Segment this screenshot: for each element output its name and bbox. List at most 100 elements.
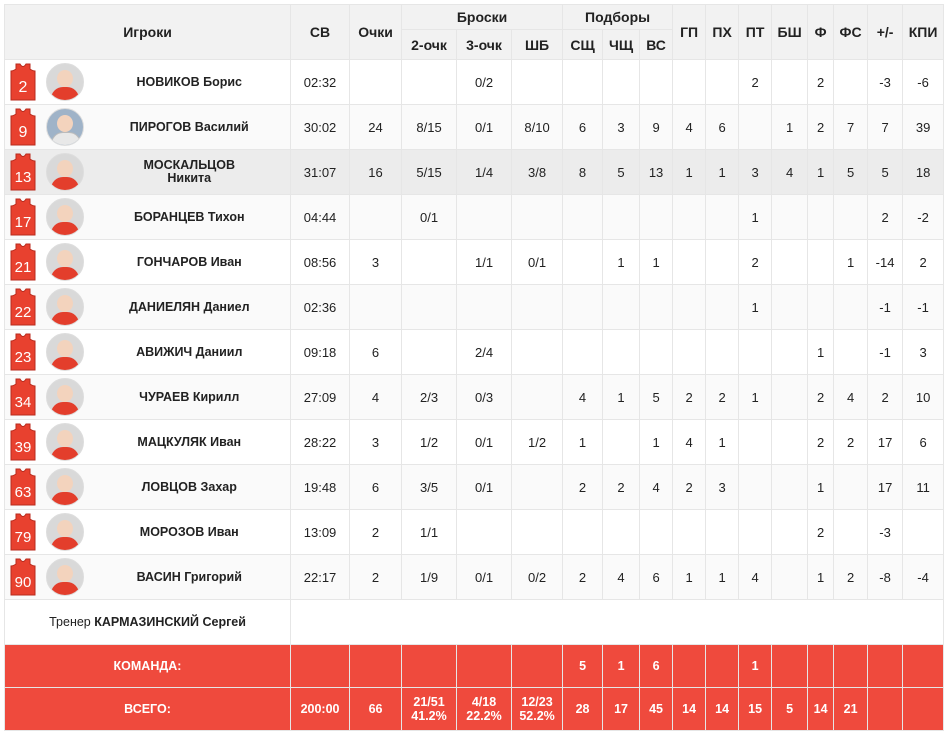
header-turnovers[interactable]: ПТ bbox=[738, 4, 773, 60]
stat-dr: 2 bbox=[562, 554, 604, 600]
player-name[interactable]: ЛОВЦОВ Захар bbox=[88, 464, 292, 510]
player-name[interactable]: ВАСИН Григорий bbox=[88, 554, 292, 600]
header-efficiency[interactable]: КПИ bbox=[902, 4, 945, 60]
stat-pts bbox=[349, 59, 403, 105]
stat-or bbox=[602, 284, 641, 330]
player-photo[interactable] bbox=[45, 378, 84, 416]
stat-blk bbox=[771, 554, 809, 600]
stat-two: 2/3 bbox=[401, 374, 458, 420]
stat-or bbox=[602, 194, 641, 240]
player-photo[interactable] bbox=[45, 333, 84, 371]
header-minutes[interactable]: СВ bbox=[290, 4, 351, 60]
header-blocks[interactable]: БШ bbox=[771, 4, 809, 60]
player-name[interactable]: ПИРОГОВ Василий bbox=[88, 104, 292, 150]
player-name[interactable]: НОВИКОВ Борис bbox=[88, 59, 292, 105]
header-plus-minus[interactable]: +/- bbox=[867, 4, 904, 60]
header-fouls[interactable]: Ф bbox=[807, 4, 835, 60]
player-photo[interactable] bbox=[45, 513, 84, 551]
stat-or bbox=[602, 419, 641, 465]
stat-fd: 2 bbox=[833, 554, 869, 600]
stat-eff: 10 bbox=[902, 374, 945, 420]
header-players[interactable]: Игроки bbox=[3, 4, 292, 60]
jersey-icon: 90 bbox=[10, 558, 36, 596]
header-fouls-drawn[interactable]: ФС bbox=[833, 4, 869, 60]
stat-pm: 2 bbox=[867, 374, 904, 420]
player-photo[interactable] bbox=[45, 468, 84, 506]
stat-or bbox=[602, 509, 641, 555]
stat-ft: 3/8 bbox=[511, 149, 564, 195]
coach-name[interactable]: КАРМАЗИНСКИЙ Сергей bbox=[94, 615, 246, 629]
stat-ft: 8/10 bbox=[511, 104, 564, 150]
stat-ast bbox=[672, 329, 707, 375]
stat-to: 2 bbox=[738, 59, 773, 105]
header-off-reb[interactable]: ЧЩ bbox=[602, 29, 641, 60]
stat-ft bbox=[511, 329, 564, 375]
stat-stl bbox=[705, 59, 740, 105]
stat-pf: 2 bbox=[807, 104, 835, 150]
player-photo[interactable] bbox=[45, 243, 84, 281]
player-name[interactable]: АВИЖИЧ Даниил bbox=[88, 329, 292, 375]
player-photo[interactable] bbox=[45, 423, 84, 461]
header-ft[interactable]: ШБ bbox=[511, 29, 564, 60]
stat-tr: 9 bbox=[639, 104, 674, 150]
stat-min: 08:56 bbox=[290, 239, 351, 285]
header-three-pt[interactable]: 3-очк bbox=[456, 29, 513, 60]
stat-or: 1 bbox=[602, 239, 641, 285]
stat-min: 13:09 bbox=[290, 509, 351, 555]
player-name[interactable]: МОРОЗОВ Иван bbox=[88, 509, 292, 555]
stat-ast: 2 bbox=[672, 374, 707, 420]
player-photo[interactable] bbox=[45, 288, 84, 326]
stat-pm: 17 bbox=[867, 464, 904, 510]
jersey-number: 13 bbox=[14, 169, 31, 186]
team-to: 1 bbox=[738, 644, 773, 688]
jersey-number: 2 bbox=[18, 79, 27, 96]
jersey-icon: 23 bbox=[10, 333, 36, 371]
team-eff bbox=[902, 644, 945, 688]
stat-two bbox=[401, 59, 458, 105]
jersey-icon: 22 bbox=[10, 288, 36, 326]
header-two-pt[interactable]: 2-очк bbox=[401, 29, 458, 60]
header-steals[interactable]: ПХ bbox=[705, 4, 740, 60]
stat-fd bbox=[833, 464, 869, 510]
stat-pts: 24 bbox=[349, 104, 403, 150]
stat-pts: 3 bbox=[349, 239, 403, 285]
stat-pf: 2 bbox=[807, 374, 835, 420]
header-points[interactable]: Очки bbox=[349, 4, 403, 60]
stat-pm: 17 bbox=[867, 419, 904, 465]
player-photo[interactable] bbox=[45, 558, 84, 596]
player-name[interactable]: ГОНЧАРОВ Иван bbox=[88, 239, 292, 285]
jersey-icon: 9 bbox=[10, 108, 36, 146]
header-total-reb[interactable]: ВС bbox=[639, 29, 674, 60]
stat-ast bbox=[672, 284, 707, 330]
stat-three: 0/1 bbox=[456, 554, 513, 600]
player-name[interactable]: МОСКАЛЬЦОВ Никита bbox=[88, 149, 292, 195]
player-name[interactable]: БОРАНЦЕВ Тихон bbox=[88, 194, 292, 240]
header-def-reb[interactable]: СЩ bbox=[562, 29, 604, 60]
jersey-number: 22 bbox=[14, 304, 31, 321]
header-assists[interactable]: ГП bbox=[672, 4, 707, 60]
stat-dr: 6 bbox=[562, 104, 604, 150]
stat-or: 3 bbox=[602, 104, 641, 150]
player-name[interactable]: ДАНИЕЛЯН Даниел bbox=[88, 284, 292, 330]
player-photo[interactable] bbox=[45, 153, 84, 191]
total-to: 15 bbox=[738, 687, 773, 731]
stat-two: 5/15 bbox=[401, 149, 458, 195]
stat-tr bbox=[639, 59, 674, 105]
jersey-number: 21 bbox=[14, 259, 31, 276]
jersey-icon: 21 bbox=[10, 243, 36, 281]
stat-or bbox=[602, 59, 641, 105]
stat-blk: 4 bbox=[771, 149, 809, 195]
total-pf: 14 bbox=[807, 687, 835, 731]
stat-to bbox=[738, 464, 773, 510]
stat-pts: 6 bbox=[349, 464, 403, 510]
stat-three: 0/1 bbox=[456, 464, 513, 510]
total-row: ВСЕГО: 200:00 66 21/51 41.2% 4/18 22.2% 12… bbox=[3, 687, 945, 731]
player-name[interactable]: ЧУРАЕВ Кирилл bbox=[88, 374, 292, 420]
stat-eff bbox=[902, 509, 945, 555]
player-photo[interactable] bbox=[45, 63, 84, 101]
stat-eff: 3 bbox=[902, 329, 945, 375]
player-photo[interactable] bbox=[45, 108, 84, 146]
stat-min: 19:48 bbox=[290, 464, 351, 510]
player-name[interactable]: МАЦКУЛЯК Иван bbox=[88, 419, 292, 465]
player-photo[interactable] bbox=[45, 198, 84, 236]
